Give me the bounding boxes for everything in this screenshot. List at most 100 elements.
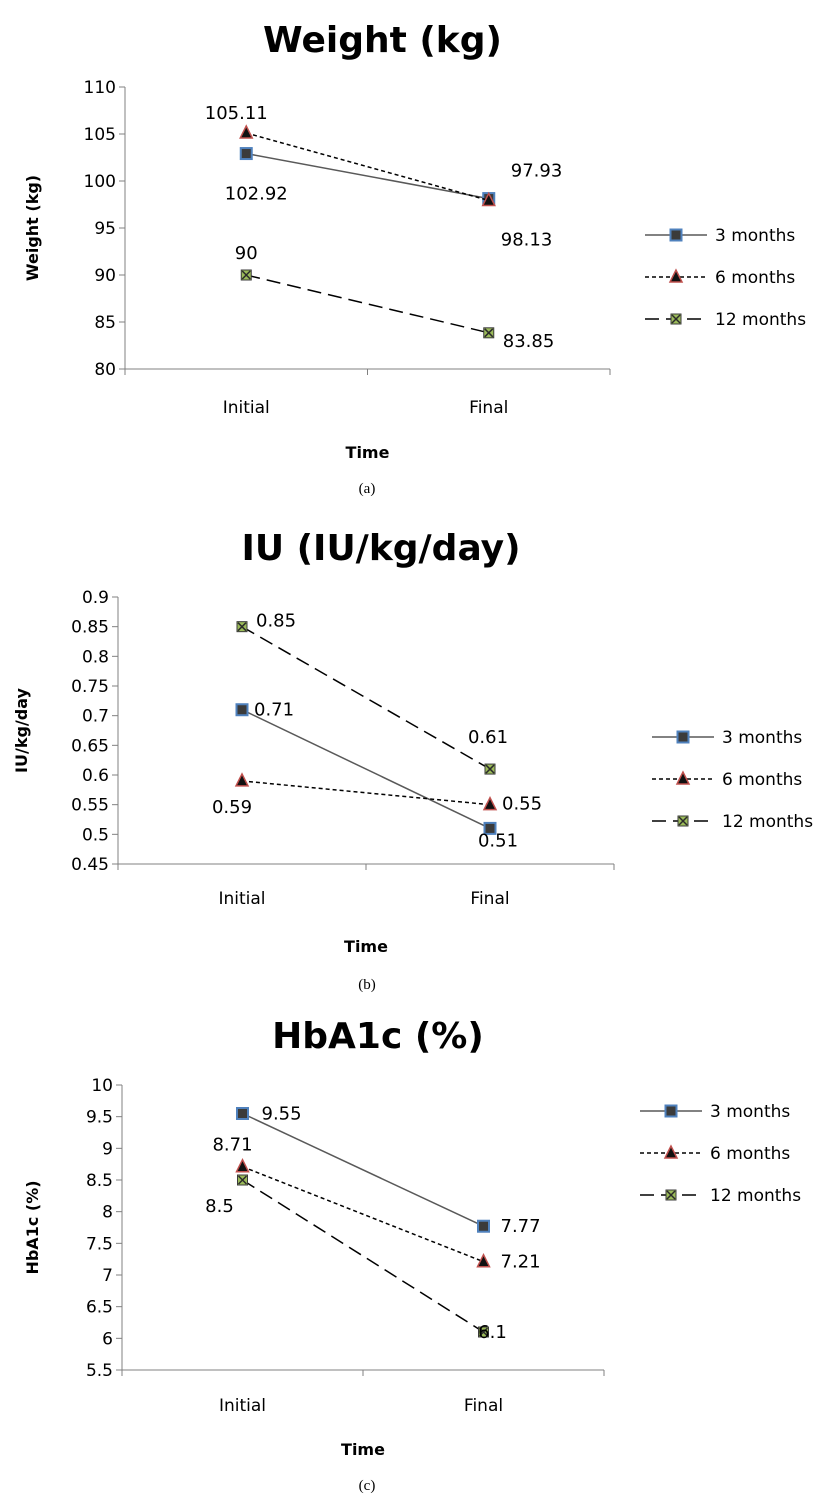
y-tick-label: 0.9 [82,588,109,608]
x-axis-title: Time [344,937,388,956]
series-0: 9.55 7.77 [236,1104,541,1237]
legend-item: 3 months [645,226,795,246]
legend-marker [663,1144,679,1159]
data-point-marker [239,147,253,161]
y-tick-label: 5.5 [86,1361,113,1381]
legend-marker [675,770,691,785]
legend: 3 months 6 months 12 months [645,226,806,330]
y-tick-label: 100 [84,172,116,192]
legend-marker [665,1189,677,1201]
chart-1: IU (IU/kg/day) 0.45 0.5 0.55 0.6 0.65 0.7 0.75 0… [12,528,813,993]
data-point-marker [240,269,252,281]
data-point-marker [483,821,497,835]
x-tick-label: Initial [218,889,265,909]
data-label: 9.55 [262,1104,302,1125]
y-tick-label: 9.5 [86,1108,113,1128]
data-label: 0.85 [256,611,296,632]
data-point-marker [234,772,250,787]
legend-item: 12 months [645,310,806,330]
legend-label: 3 months [710,1102,790,1122]
series-line [241,709,491,830]
data-label: 0.71 [254,700,294,721]
y-axis-title: Weight (kg) [23,175,42,281]
legend-marker [677,815,689,827]
y-tick-label: 10 [91,1076,113,1096]
legend-marker [664,1104,678,1118]
series-line [246,152,489,200]
y-tick-label: 7 [102,1266,113,1286]
y-tick-label: 95 [94,219,116,239]
data-label: 83.85 [503,331,555,352]
x-axis-title: Time [341,1440,385,1459]
data-point-marker [483,327,495,339]
chart-0: Weight (kg) 80 85 90 95 100 105 110 Initial Final… [23,20,806,497]
figure-caption: (a) [359,481,376,497]
legend-marker [669,228,683,242]
y-tick-label: 0.85 [71,618,109,638]
data-point-marker [239,124,254,139]
chart-title: Weight (kg) [263,20,502,61]
data-label: 102.92 [225,184,288,205]
data-label: 0.55 [502,794,542,815]
legend: 3 months 6 months 12 months [652,728,813,832]
series-line [242,1112,484,1227]
series-line [242,1179,484,1333]
series-2: 0.85 0.61 [236,611,508,775]
data-label: 0.61 [468,727,508,748]
y-tick-label: 9 [102,1139,113,1159]
data-point-marker [477,1219,490,1233]
legend-item: 6 months [640,1144,790,1164]
data-point-marker [237,1174,248,1186]
series-line [241,626,491,770]
data-label: 97.93 [511,160,563,181]
y-tick-label: 80 [94,360,116,380]
chart-title: IU (IU/kg/day) [241,528,520,569]
y-tick-label: 0.6 [82,766,109,786]
series-line [241,780,491,806]
x-axis-title: Time [346,443,390,462]
y-tick-label: 110 [84,78,116,98]
legend-item: 3 months [652,728,802,748]
y-tick-label: 0.45 [71,855,109,875]
series-2: 8.5 6.1 [205,1174,507,1343]
figure-caption: (c) [359,1478,376,1494]
y-tick-label: 105 [84,125,116,145]
y-tick-label: 0.55 [71,796,109,816]
y-tick-label: 0.75 [71,677,109,697]
legend-marker [670,313,682,325]
legend-label: 3 months [715,226,795,246]
data-label: 0.51 [478,830,518,851]
x-tick-label: Final [469,398,508,418]
x-tick-label: Initial [219,1396,266,1416]
y-axis-title: IU/kg/day [12,687,31,772]
legend-item: 12 months [640,1186,801,1206]
legend-marker [676,730,690,744]
x-tick-label: Final [470,889,509,909]
data-point-marker [482,795,498,811]
legend-label: 12 months [715,310,806,330]
y-tick-label: 0.65 [71,736,109,756]
legend-item: 6 months [645,268,795,288]
x-tick-label: Final [464,1396,503,1416]
series-0: 0.71 0.51 [235,700,518,851]
series-1: 105.11 97.93 [205,103,563,207]
y-tick-label: 6 [102,1329,113,1349]
chart-2: HbA1c (%) 5.5 6 6.5 7 7.5 8 8.5 9 9.5 10 Initial Fin… [23,1016,801,1494]
series-0: 102.92 98.13 [225,147,552,251]
chart-title: HbA1c (%) [272,1016,484,1057]
legend-marker [668,268,684,283]
data-point-marker [476,1253,491,1268]
x-tick-label: Initial [223,398,270,418]
data-label: 0.59 [212,797,252,818]
data-label: 7.21 [501,1252,541,1273]
legend-item: 6 months [652,770,802,790]
legend-label: 6 months [722,770,802,790]
data-label: 105.11 [205,103,268,124]
y-tick-label: 85 [94,313,116,333]
series-1: 0.59 0.55 [212,772,542,818]
data-point-marker [235,703,249,717]
data-point-marker [236,1107,249,1120]
y-tick-label: 0.5 [82,825,109,845]
y-tick-label: 7.5 [86,1234,113,1254]
